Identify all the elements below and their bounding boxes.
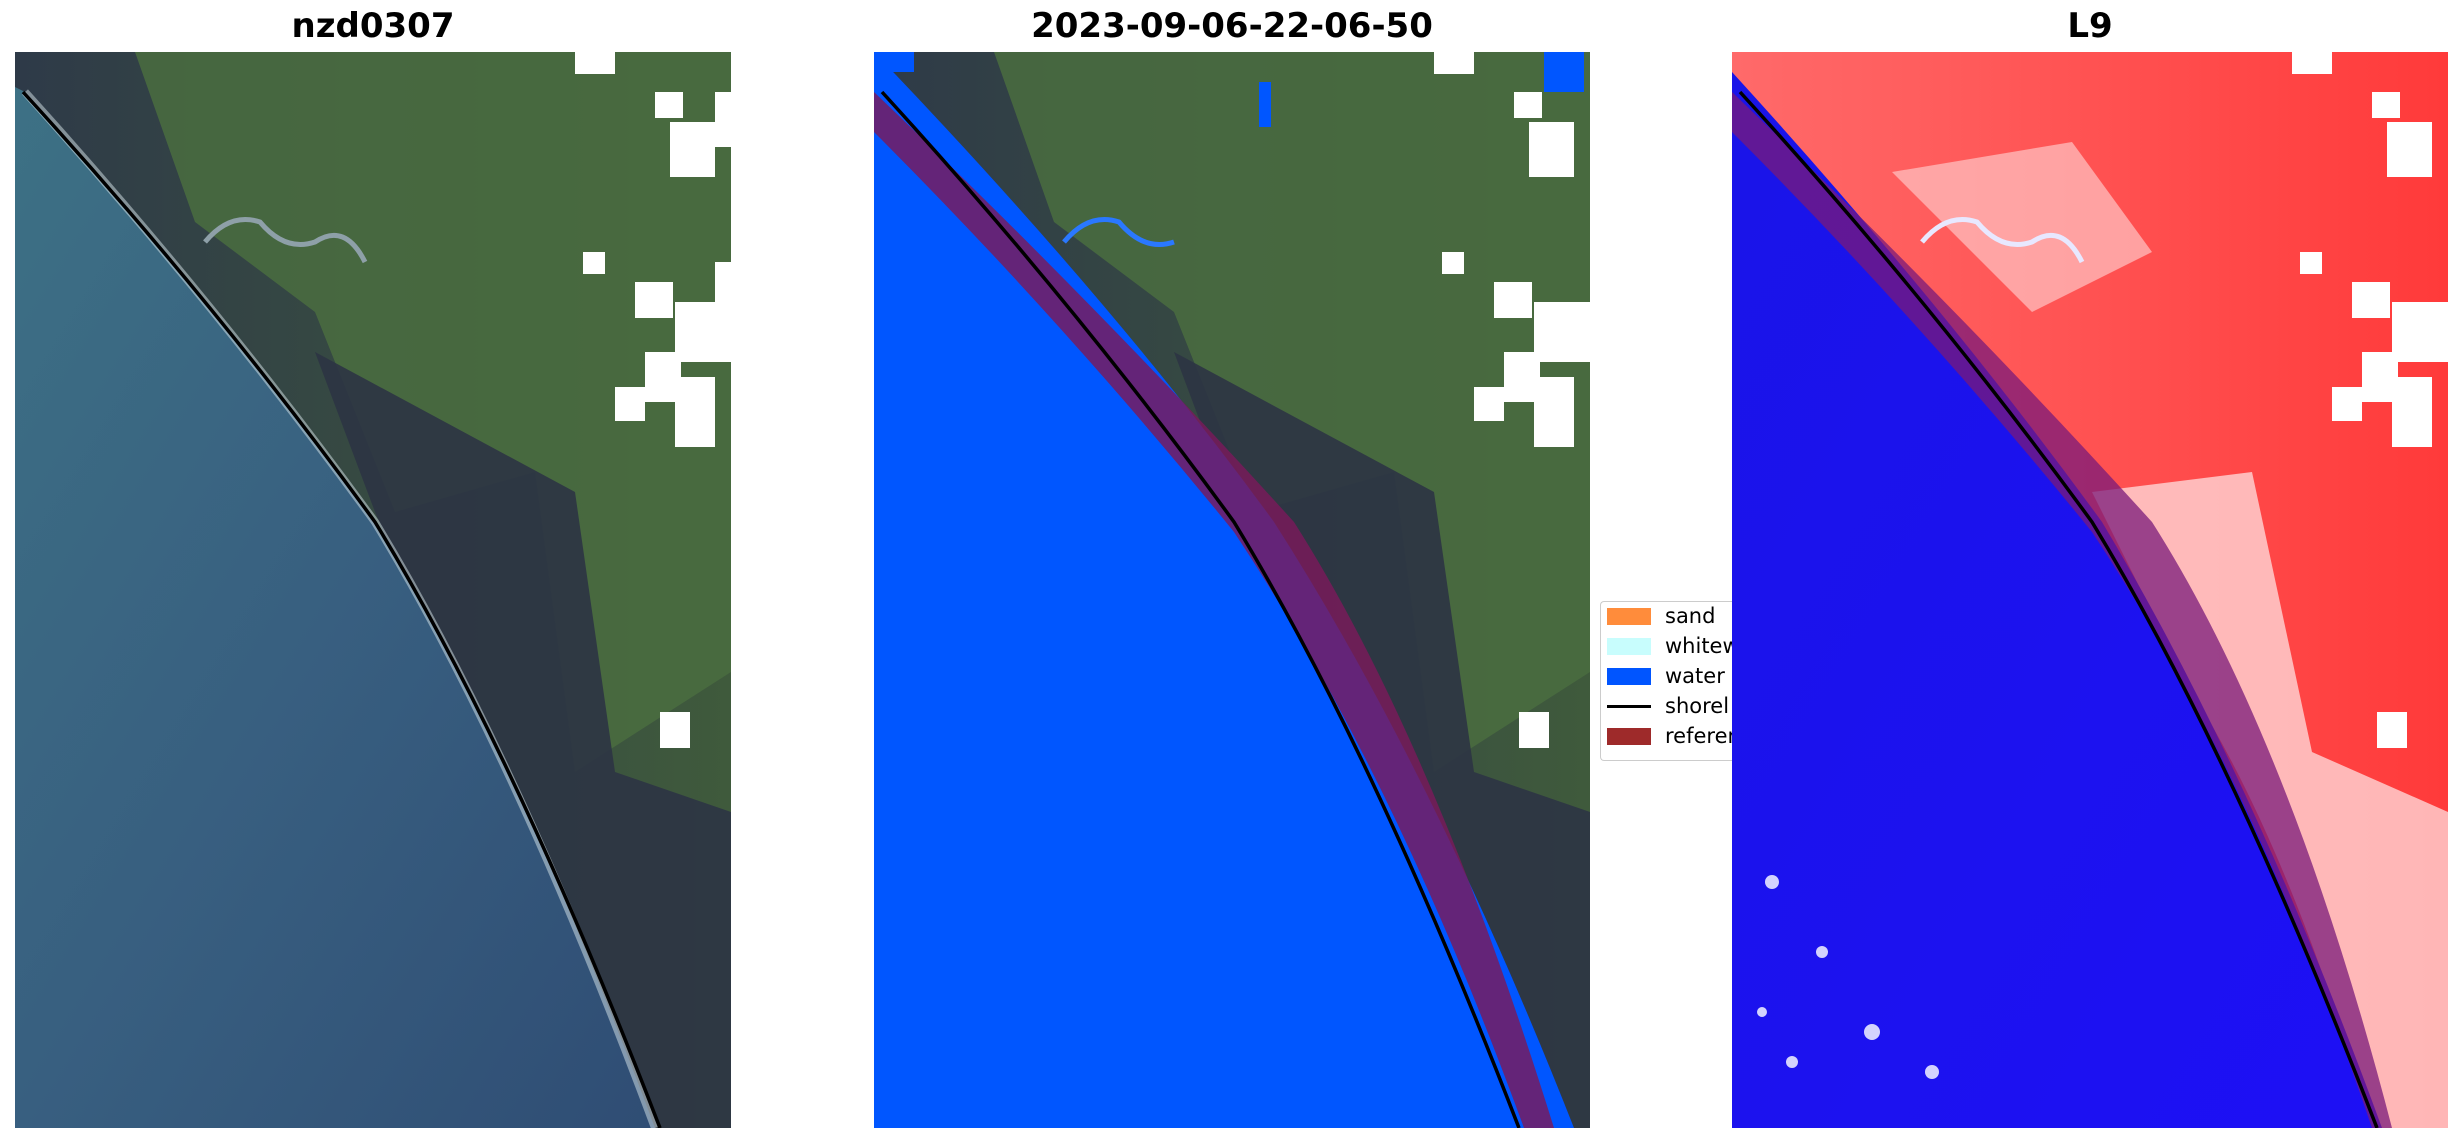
river [203,217,368,264]
legend-label-shoreline: shorel [1665,694,1730,718]
sea-area [1732,52,2382,1128]
reference-band [874,92,1554,1128]
small-water-patches [874,52,1584,127]
cloud-masks [575,52,731,748]
reference-swatch [1607,728,1651,745]
legend-label-whitewater: whitew [1665,634,1733,658]
river-water [1062,217,1175,247]
classification-svg [874,52,1590,1128]
shoreline-swatch [1607,705,1651,708]
water-class-area [874,52,1574,1128]
legend-label-sand: sand [1665,604,1716,628]
legend-label-reference: referen [1665,724,1733,748]
l9-index-image [1732,52,2448,1128]
shoreline-line [880,90,1521,1128]
shoreline-line [21,90,662,1128]
panel-title-2: 2023-09-06-22-06-50 [1031,6,1433,46]
rgb-satellite-image [15,52,731,1128]
cloud-masks [2292,52,2448,748]
sand-swatch [1607,608,1651,625]
whitewater-swatch [1607,638,1651,655]
water-swatch [1607,668,1651,685]
sea-area [15,87,655,1128]
cloud-masks [1434,52,1590,748]
shoreline-line [1738,90,2379,1128]
bright-spots [1757,875,1939,1079]
river [1920,217,2085,264]
panel-title-3: L9 [2067,6,2113,46]
panel-title-1: nzd0307 [291,6,455,46]
legend-label-water: water [1665,664,1725,688]
rgb-image-svg [15,52,731,1128]
reference-band [1732,92,2392,1128]
legend: sand whitew water shorel referen [1600,601,1733,761]
pale-land-zone-upper [1892,142,2152,312]
dark-forest [315,352,731,1128]
classification-image [874,52,1590,1128]
l9-image-svg [1732,52,2448,1128]
